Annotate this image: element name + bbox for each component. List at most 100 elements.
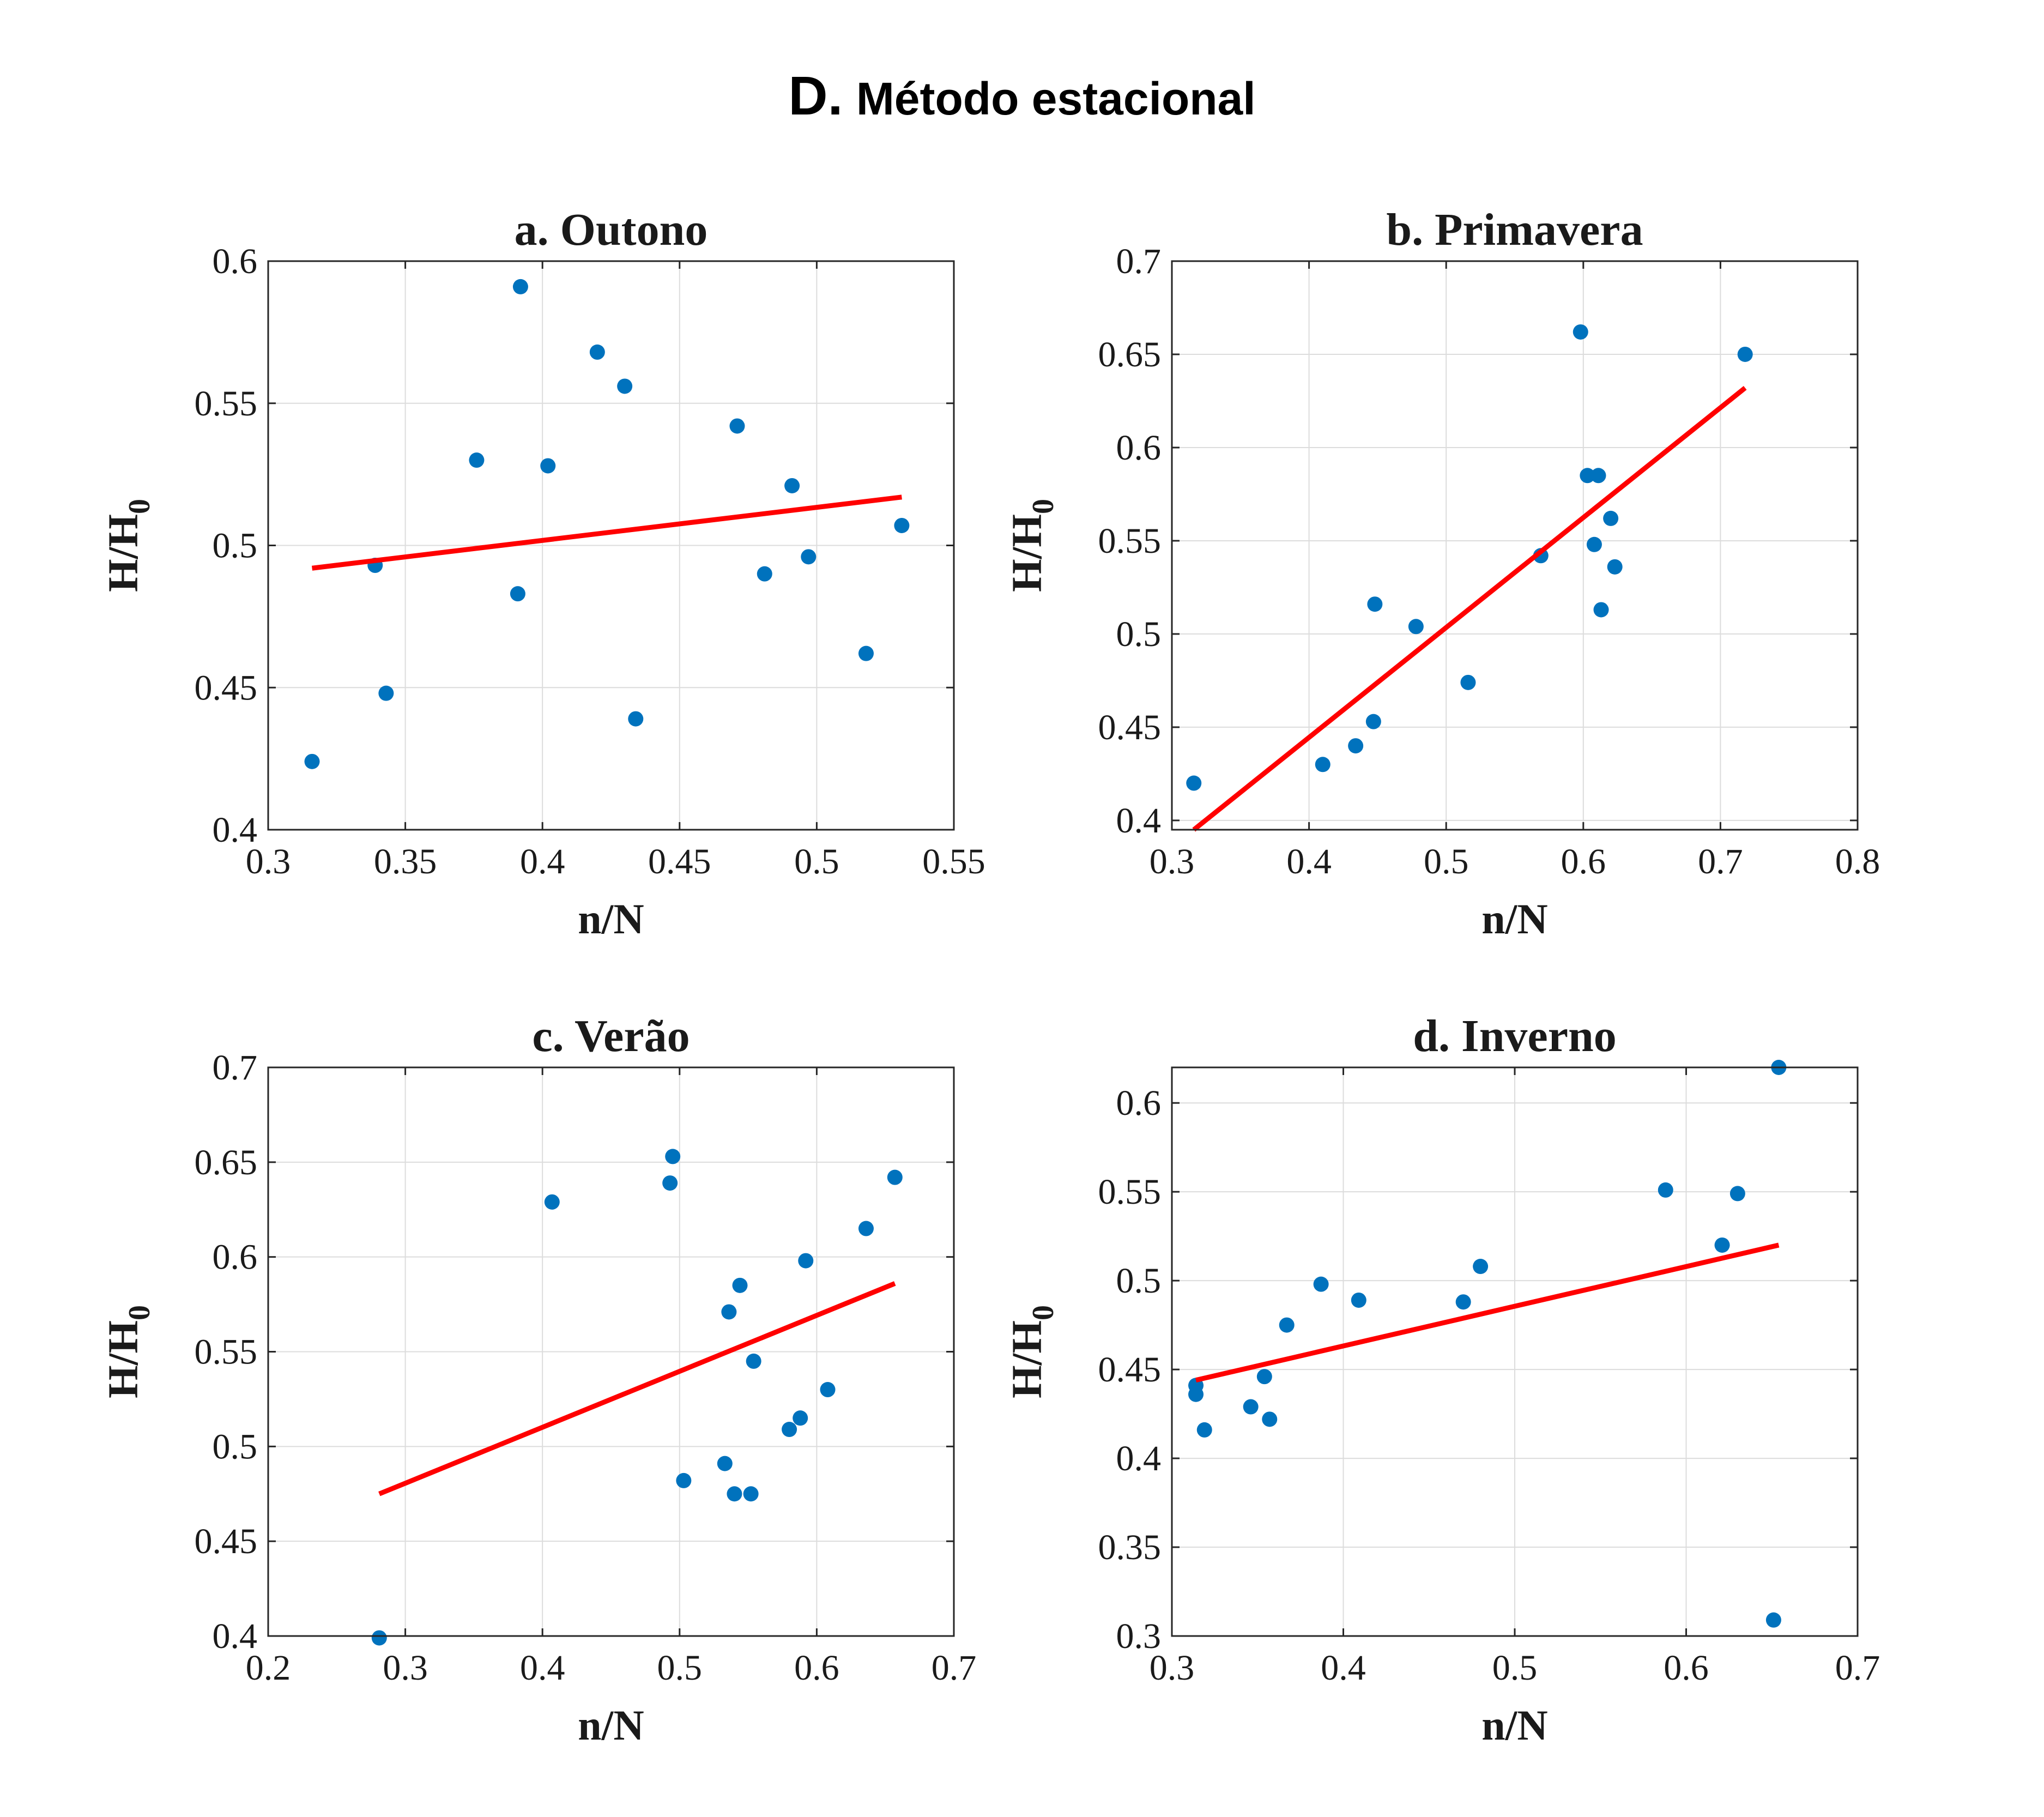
y-axis-label-main: H/H	[99, 1320, 147, 1398]
data-point	[746, 1353, 761, 1369]
data-point	[1460, 674, 1476, 690]
data-point	[1408, 619, 1424, 635]
data-point	[1658, 1182, 1673, 1198]
x-axis-label: n/N	[1481, 895, 1547, 943]
x-axis-label: n/N	[578, 1701, 644, 1749]
data-point	[1367, 596, 1383, 612]
data-point	[798, 1253, 814, 1269]
axes-frame	[1171, 1066, 1859, 1637]
data-point	[727, 1486, 742, 1502]
y-tick-label: 0.4	[213, 810, 258, 850]
data-point	[540, 458, 556, 474]
y-tick-label: 0.55	[195, 1332, 258, 1372]
y-tick-label: 0.5	[1116, 1261, 1162, 1301]
y-tick-label: 0.6	[1116, 1083, 1162, 1123]
data-point	[1603, 510, 1619, 526]
y-tick-label: 0.4	[1116, 801, 1162, 841]
y-tick-label: 0.5	[213, 526, 258, 566]
data-point	[1313, 1276, 1329, 1292]
scatter-panel: 0.3 0.4 0.5 0.6 0.7 0.80.40.450.50.550.60.650…	[1003, 204, 1880, 943]
y-axis-label: H/H0	[1003, 499, 1060, 592]
data-point	[1243, 1399, 1259, 1415]
data-point	[887, 1169, 903, 1185]
x-tick-label: 0.7	[1698, 842, 1743, 882]
data-point	[721, 1304, 737, 1320]
x-tick-label: 0.6	[1664, 1648, 1709, 1688]
data-point	[717, 1456, 733, 1471]
x-tick-label: 0.45	[648, 842, 711, 882]
y-axis-label-subscript: 0	[1026, 1305, 1060, 1320]
y-tick-label: 0.5	[1116, 614, 1162, 654]
data-point	[665, 1149, 681, 1164]
data-point	[1348, 738, 1364, 754]
panel-title: a. Outono	[515, 204, 708, 255]
y-tick-label: 0.55	[1098, 1172, 1162, 1212]
data-point	[782, 1422, 797, 1438]
data-point	[304, 753, 320, 769]
data-point	[1351, 1292, 1366, 1308]
data-point	[793, 1410, 808, 1426]
x-tick-label: 0.4	[520, 1648, 565, 1688]
x-tick-label: 0.35	[374, 842, 437, 882]
x-axis-label: n/N	[1481, 1701, 1547, 1749]
x-tick-label: 0.7	[932, 1648, 977, 1688]
y-tick-label: 0.7	[213, 1048, 258, 1088]
x-tick-label: 0.5	[1424, 842, 1469, 882]
x-tick-label: 0.5	[794, 842, 839, 882]
data-point	[757, 566, 772, 582]
data-point	[544, 1194, 560, 1210]
data-point	[820, 1382, 836, 1398]
y-axis-label-subscript: 0	[1026, 499, 1060, 514]
y-tick-label: 0.55	[1098, 521, 1162, 561]
data-point	[469, 452, 485, 468]
y-axis-label: H/H0	[99, 1305, 156, 1398]
figure-title-text: Método estacional	[856, 73, 1256, 124]
data-point	[1186, 775, 1202, 791]
data-point	[1607, 559, 1623, 575]
y-tick-label: 0.45	[1098, 1350, 1162, 1390]
x-tick-label: 0.4	[1321, 1648, 1366, 1688]
y-tick-label: 0.45	[195, 668, 258, 708]
x-axis-label: n/N	[578, 895, 644, 943]
x-tick-label: 0.5	[657, 1648, 703, 1688]
data-point	[1593, 602, 1609, 618]
y-axis-label-main: H/H	[1003, 1320, 1050, 1398]
x-tick-label: 0.2	[246, 1648, 291, 1688]
data-point	[729, 418, 745, 434]
x-tick-label: 0.4	[1286, 842, 1332, 882]
data-point	[676, 1472, 692, 1488]
x-tick-label: 0.3	[1150, 1648, 1195, 1688]
x-tick-label: 0.3	[1150, 842, 1195, 882]
data-point	[662, 1175, 678, 1191]
x-tick-label: 0.55	[922, 842, 985, 882]
y-tick-label: 0.5	[213, 1427, 258, 1466]
data-point	[1714, 1237, 1730, 1253]
y-tick-label: 0.35	[1098, 1528, 1162, 1567]
panels: 0.3 0.35 0.4 0.45 0.5 0.55 0.4 0.45 0.5 0.55 0.6 a.…	[99, 204, 1880, 1749]
y-axis-label: H/H0	[99, 499, 156, 592]
data-point	[1279, 1317, 1295, 1333]
scatter-panel: 0.2 0.3 0.4 0.5 0.6 0.7 0.4 0.45 0.5 0.55 0.6 0.65 0…	[99, 1011, 976, 1749]
data-point	[743, 1486, 759, 1502]
data-point	[1765, 1612, 1781, 1628]
y-axis-label-subscript: 0	[123, 1305, 156, 1320]
x-tick-label: 0.3	[246, 842, 291, 882]
y-tick-label: 0.3	[1116, 1616, 1162, 1656]
y-tick-label: 0.4	[1116, 1439, 1162, 1478]
y-axis-label-main: H/H	[99, 514, 147, 592]
figure-title-prefix: D.	[788, 65, 843, 126]
x-tick-label: 0.5	[1492, 1648, 1538, 1688]
data-point	[1573, 324, 1588, 340]
data-point	[628, 711, 644, 727]
data-point	[510, 586, 525, 602]
fit-line	[1195, 1242, 1780, 1383]
data-point	[1262, 1411, 1278, 1427]
y-axis-label-main: H/H	[1003, 514, 1050, 592]
y-tick-label: 0.4	[213, 1616, 258, 1656]
y-tick-label: 0.6	[1116, 428, 1162, 468]
data-point	[1473, 1259, 1489, 1275]
data-point	[858, 645, 874, 661]
data-point	[732, 1277, 748, 1293]
y-tick-label: 0.7	[1116, 242, 1162, 281]
